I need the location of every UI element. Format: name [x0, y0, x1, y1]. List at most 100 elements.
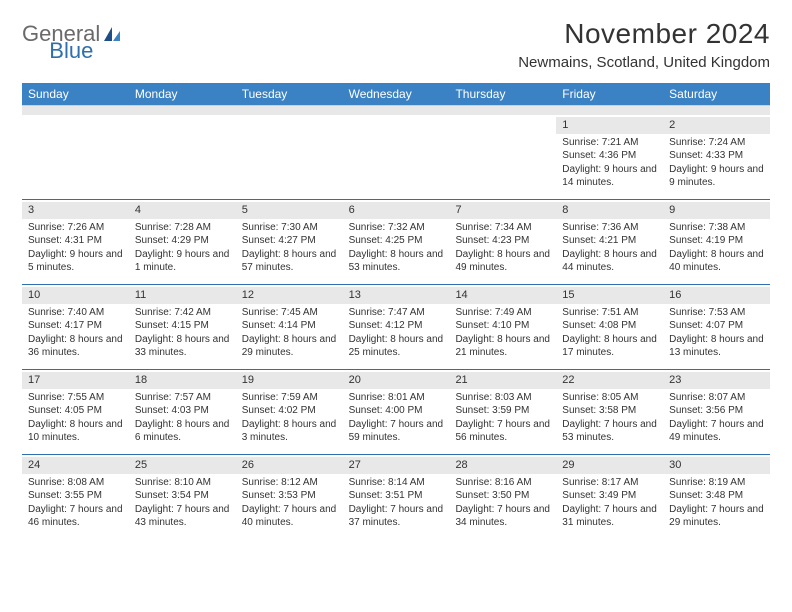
daylight-text: Daylight: 7 hours and 43 minutes.: [135, 503, 230, 530]
day-number: [343, 117, 450, 119]
day-cell: 21Sunrise: 8:03 AMSunset: 3:59 PMDayligh…: [449, 370, 556, 454]
day-number: 12: [236, 287, 343, 304]
header: General Blue November 2024 Newmains, Sco…: [22, 18, 770, 71]
sunrise-text: Sunrise: 8:10 AM: [135, 476, 230, 490]
daylight-text: Daylight: 9 hours and 9 minutes.: [669, 163, 764, 190]
day-cell: 10Sunrise: 7:40 AMSunset: 4:17 PMDayligh…: [22, 285, 129, 369]
day-number: 30: [663, 457, 770, 474]
sunrise-text: Sunrise: 8:12 AM: [242, 476, 337, 490]
day-cell: 20Sunrise: 8:01 AMSunset: 4:00 PMDayligh…: [343, 370, 450, 454]
sunset-text: Sunset: 4:07 PM: [669, 319, 764, 333]
daylight-text: Daylight: 8 hours and 21 minutes.: [455, 333, 550, 360]
sunrise-text: Sunrise: 8:01 AM: [349, 391, 444, 405]
dow-friday: Friday: [556, 83, 663, 105]
day-number: 10: [22, 287, 129, 304]
sunrise-text: Sunrise: 7:59 AM: [242, 391, 337, 405]
calendar-header-row: Sunday Monday Tuesday Wednesday Thursday…: [22, 83, 770, 105]
sunset-text: Sunset: 4:14 PM: [242, 319, 337, 333]
sunrise-text: Sunrise: 7:26 AM: [28, 221, 123, 235]
day-cell: 30Sunrise: 8:19 AMSunset: 3:48 PMDayligh…: [663, 455, 770, 539]
sunset-text: Sunset: 3:54 PM: [135, 489, 230, 503]
dow-sunday: Sunday: [22, 83, 129, 105]
sunrise-text: Sunrise: 7:21 AM: [562, 136, 657, 150]
sunset-text: Sunset: 4:29 PM: [135, 234, 230, 248]
day-cell: 22 Sunrise: 8:05 AMSunset: 3:58 PMDayligh…: [556, 370, 663, 454]
day-cell: 27Sunrise: 8:14 AMSunset: 3:51 PMDayligh…: [343, 455, 450, 539]
day-number: 29: [556, 457, 663, 474]
sunrise-text: Sunrise: 8:16 AM: [455, 476, 550, 490]
sunset-text: Sunset: 3:58 PM: [562, 404, 657, 418]
daylight-text: Daylight: 8 hours and 40 minutes.: [669, 248, 764, 275]
daylight-text: Daylight: 7 hours and 31 minutes.: [562, 503, 657, 530]
day-number: 9: [663, 202, 770, 219]
title-block: November 2024 Newmains, Scotland, United…: [518, 18, 770, 71]
sunrise-text: Sunrise: 7:55 AM: [28, 391, 123, 405]
daylight-text: Daylight: 7 hours and 56 minutes.: [455, 418, 550, 445]
sunset-text: Sunset: 4:12 PM: [349, 319, 444, 333]
daylight-text: Daylight: 8 hours and 3 minutes.: [242, 418, 337, 445]
sunrise-text: Sunrise: 7:45 AM: [242, 306, 337, 320]
day-cell: 13Sunrise: 7:47 AMSunset: 4:12 PMDayligh…: [343, 285, 450, 369]
daylight-text: Daylight: 7 hours and 37 minutes.: [349, 503, 444, 530]
day-number: 14: [449, 287, 556, 304]
sunrise-text: Sunrise: 7:57 AM: [135, 391, 230, 405]
sunset-text: Sunset: 4:05 PM: [28, 404, 123, 418]
day-number: [22, 117, 129, 119]
daylight-text: Daylight: 9 hours and 14 minutes.: [562, 163, 657, 190]
sunset-text: Sunset: 4:33 PM: [669, 149, 764, 163]
day-cell: 23Sunrise: 8:07 AMSunset: 3:56 PMDayligh…: [663, 370, 770, 454]
day-number: [449, 117, 556, 119]
sunrise-text: Sunrise: 8:08 AM: [28, 476, 123, 490]
daylight-text: Daylight: 8 hours and 6 minutes.: [135, 418, 230, 445]
day-cell: 28Sunrise: 8:16 AMSunset: 3:50 PMDayligh…: [449, 455, 556, 539]
sunrise-text: Sunrise: 8:05 AM: [562, 391, 657, 405]
sunrise-text: Sunrise: 7:24 AM: [669, 136, 764, 150]
day-cell: 11Sunrise: 7:42 AMSunset: 4:15 PMDayligh…: [129, 285, 236, 369]
sunset-text: Sunset: 4:27 PM: [242, 234, 337, 248]
sunset-text: Sunset: 4:10 PM: [455, 319, 550, 333]
dow-tuesday: Tuesday: [236, 83, 343, 105]
day-number: 3: [22, 202, 129, 219]
sunset-text: Sunset: 4:31 PM: [28, 234, 123, 248]
daylight-text: Daylight: 7 hours and 53 minutes.: [562, 418, 657, 445]
day-cell: [236, 115, 343, 199]
location-text: Newmains, Scotland, United Kingdom: [518, 54, 770, 71]
day-cell: 25 Sunrise: 8:10 AMSunset: 3:54 PMDayligh…: [129, 455, 236, 539]
sunrise-text: Sunrise: 7:53 AM: [669, 306, 764, 320]
sunrise-text: Sunrise: 7:42 AM: [135, 306, 230, 320]
sunrise-text: Sunrise: 7:32 AM: [349, 221, 444, 235]
sunrise-text: Sunrise: 7:34 AM: [455, 221, 550, 235]
daylight-text: Daylight: 7 hours and 34 minutes.: [455, 503, 550, 530]
daylight-text: Daylight: 8 hours and 36 minutes.: [28, 333, 123, 360]
day-number: 25: [129, 457, 236, 474]
sunrise-text: Sunrise: 7:49 AM: [455, 306, 550, 320]
daylight-text: Daylight: 7 hours and 59 minutes.: [349, 418, 444, 445]
brand-logo: General Blue: [22, 18, 171, 45]
day-number: 26: [236, 457, 343, 474]
daylight-text: Daylight: 8 hours and 13 minutes.: [669, 333, 764, 360]
daylight-text: Daylight: 8 hours and 57 minutes.: [242, 248, 337, 275]
day-cell: 9Sunrise: 7:38 AMSunset: 4:19 PMDaylight…: [663, 200, 770, 284]
daylight-text: Daylight: 8 hours and 17 minutes.: [562, 333, 657, 360]
sunrise-text: Sunrise: 7:38 AM: [669, 221, 764, 235]
daylight-text: Daylight: 8 hours and 44 minutes.: [562, 248, 657, 275]
day-number: 28: [449, 457, 556, 474]
sunset-text: Sunset: 4:23 PM: [455, 234, 550, 248]
daylight-text: Daylight: 7 hours and 29 minutes.: [669, 503, 764, 530]
sunset-text: Sunset: 3:55 PM: [28, 489, 123, 503]
day-number: 18: [129, 372, 236, 389]
day-cell: 16Sunrise: 7:53 AMSunset: 4:07 PMDayligh…: [663, 285, 770, 369]
daylight-text: Daylight: 9 hours and 5 minutes.: [28, 248, 123, 275]
daylight-text: Daylight: 8 hours and 49 minutes.: [455, 248, 550, 275]
dow-thursday: Thursday: [449, 83, 556, 105]
day-number: 1: [556, 117, 663, 134]
sunset-text: Sunset: 4:17 PM: [28, 319, 123, 333]
day-number: 8: [556, 202, 663, 219]
calendar-body: 1Sunrise: 7:21 AMSunset: 4:36 PMDaylight…: [22, 115, 770, 539]
day-number: 22: [556, 372, 663, 389]
day-number: 7: [449, 202, 556, 219]
day-number: 24: [22, 457, 129, 474]
day-number: 17: [22, 372, 129, 389]
logo-sail-icon: [102, 25, 122, 43]
day-number: 19: [236, 372, 343, 389]
